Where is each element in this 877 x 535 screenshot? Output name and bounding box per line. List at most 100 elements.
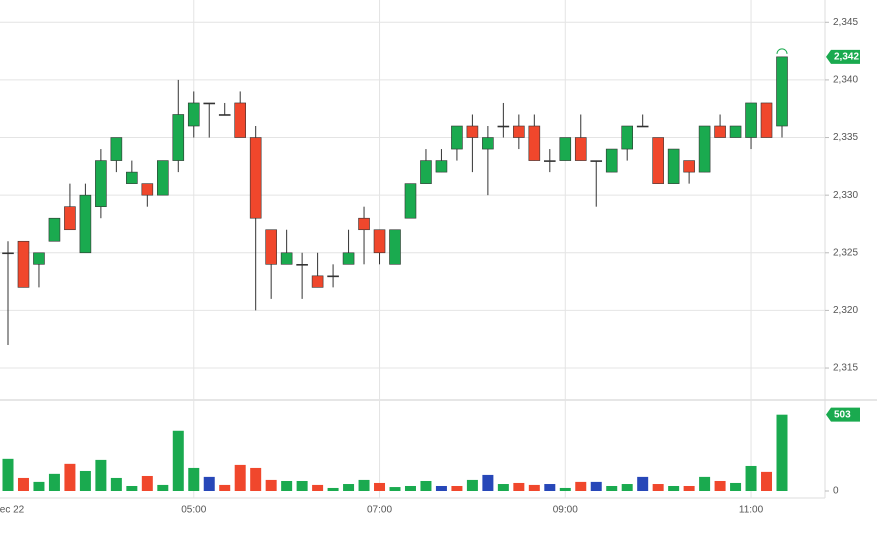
y-tick-label: 0: [833, 486, 839, 497]
volume-bar: [17, 477, 29, 491]
volume-bar: [497, 484, 509, 491]
candle-body: [218, 114, 231, 116]
y-tick-label: 2,325: [833, 247, 858, 258]
volume-bar: [606, 485, 618, 491]
volume-bar: [544, 484, 556, 491]
candle-body: [389, 229, 401, 265]
candle-body: [203, 102, 216, 105]
volume-bar: [157, 484, 169, 491]
volume-bar: [513, 482, 525, 491]
volume-bar: [435, 485, 447, 491]
candle-body: [172, 114, 185, 161]
candle-body: [528, 125, 541, 161]
volume-bar: [2, 458, 14, 491]
candle-body: [296, 264, 308, 266]
candle-body: [698, 125, 711, 173]
badge-label: 503: [834, 409, 851, 420]
candle-body: [79, 194, 92, 254]
candle-body: [667, 148, 680, 184]
candle-body: [95, 160, 107, 207]
volume-bar: [141, 475, 153, 491]
last-marker: [776, 48, 788, 54]
x-tick-label: 07:00: [367, 505, 392, 516]
volume-bar: [683, 485, 695, 491]
volume-bar: [327, 487, 339, 491]
candle-body: [482, 137, 494, 150]
y-tick-label: 2,315: [833, 363, 858, 374]
volume-bar: [714, 480, 726, 491]
volume-bar: [79, 470, 91, 491]
candle-body: [574, 137, 587, 161]
volume-bar: [110, 477, 122, 491]
candle-body: [636, 125, 649, 128]
volume-bar: [95, 459, 107, 491]
volume-bar: [776, 414, 788, 491]
volume-bar: [343, 484, 355, 491]
candle-body: [373, 229, 386, 254]
volume-bar: [64, 463, 76, 491]
volume-bar: [590, 481, 602, 491]
volume-bar: [621, 484, 633, 491]
candle-body: [683, 160, 695, 173]
candle-body: [342, 252, 355, 265]
candle-body: [497, 125, 510, 128]
volume-bar: [374, 482, 386, 491]
volume-bar: [188, 467, 200, 491]
volume-bar: [637, 476, 649, 491]
candle-body: [745, 102, 757, 138]
candle-body: [126, 171, 138, 184]
candle-body: [311, 275, 324, 288]
value-badge: [826, 49, 860, 64]
x-tick-label: 05:00: [181, 505, 206, 516]
candle-body: [729, 125, 742, 138]
candle-body: [559, 137, 572, 161]
candle-body: [590, 160, 603, 162]
candle-body: [249, 137, 262, 219]
candle-body: [652, 137, 664, 184]
x-tick-label: 09:00: [553, 505, 578, 516]
y-tick-label: 2,345: [833, 17, 858, 28]
volume-bar: [420, 480, 432, 491]
candle-body: [420, 160, 432, 184]
volume-bar: [312, 484, 324, 491]
volume-bar: [745, 465, 757, 491]
volume-bar: [219, 484, 231, 491]
volume-bar: [172, 430, 184, 491]
volume-bar: [358, 479, 370, 491]
candle-body: [234, 102, 246, 138]
candle-body: [48, 217, 61, 242]
volume-bar: [296, 480, 308, 491]
volume-bar: [699, 476, 711, 491]
candle-body: [187, 102, 200, 127]
volume-bar: [528, 484, 540, 491]
candle-body: [64, 206, 76, 231]
candle-body: [141, 183, 154, 196]
y-tick-label: 2,320: [833, 305, 858, 316]
volume-bar: [48, 473, 60, 491]
candle-body: [513, 125, 525, 138]
volume-bar: [203, 476, 215, 491]
candle-body: [157, 160, 169, 196]
volume-bar: [575, 481, 587, 491]
candle-body: [760, 102, 773, 138]
candle-body: [33, 252, 45, 265]
y-tick-label: 2,340: [833, 75, 858, 86]
candle-body: [605, 148, 618, 173]
candle-body: [451, 125, 463, 150]
volume-bar: [761, 471, 773, 491]
candle-body: [110, 137, 123, 161]
volume-bar: [33, 481, 45, 491]
volume-bar: [250, 467, 262, 491]
candle-body: [621, 125, 634, 150]
candle-body: [265, 229, 277, 265]
candle-body: [776, 56, 788, 127]
volume-bar: [451, 485, 463, 491]
volume-bar: [265, 479, 277, 491]
candle-body: [358, 217, 370, 231]
volume-bar: [559, 487, 571, 491]
volume-bar: [466, 479, 478, 491]
volume-bar: [652, 484, 664, 491]
volume-bar: [281, 480, 293, 491]
volume-bar: [668, 485, 680, 491]
